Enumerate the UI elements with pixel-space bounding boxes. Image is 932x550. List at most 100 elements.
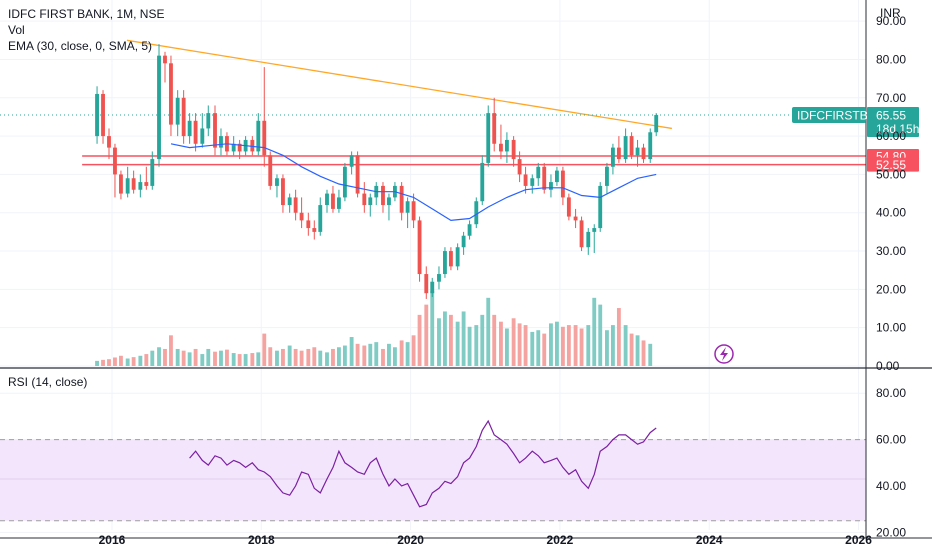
candle-body <box>299 212 304 221</box>
volume-bar <box>213 351 217 366</box>
volume-bar <box>219 350 223 366</box>
volume-bar <box>169 335 173 366</box>
candle-body <box>287 197 292 206</box>
candle-body <box>417 220 422 275</box>
volume-bar <box>387 343 391 366</box>
candle-body <box>138 182 143 190</box>
rsi-tick-label: 60.00 <box>876 433 906 447</box>
volume-bar <box>461 311 466 366</box>
candle-body <box>430 281 435 294</box>
candle-body <box>455 247 460 267</box>
volume-bar <box>337 347 341 366</box>
candle-body <box>536 166 541 179</box>
volume-bar <box>392 347 397 366</box>
volume-bar <box>554 321 559 366</box>
candle-body <box>268 155 273 186</box>
price-tick-label: 60.00 <box>876 129 906 143</box>
volume-bar <box>368 343 373 366</box>
candle-body <box>480 162 485 202</box>
volume-bar <box>437 318 441 366</box>
volume-bar <box>150 350 155 366</box>
candle-body <box>387 197 391 206</box>
volume-bar <box>605 330 609 366</box>
volume-bar <box>474 325 479 366</box>
candle-body <box>641 147 646 160</box>
volume-bar <box>325 352 329 366</box>
trendline <box>126 39 673 130</box>
volume-bar <box>113 357 117 366</box>
candle-body <box>281 178 285 206</box>
volume-bar <box>598 304 603 366</box>
volume-bar <box>312 347 317 366</box>
volume-bar <box>318 350 323 366</box>
candle-body <box>119 174 123 194</box>
price-tick-label: 40.00 <box>876 206 906 220</box>
volume-bar <box>342 345 347 366</box>
time-tick-label: 2020 <box>397 533 424 547</box>
candle-body <box>486 113 491 163</box>
candle-body <box>405 201 410 213</box>
candlestick-series <box>95 44 659 299</box>
volume-bar <box>262 333 267 366</box>
candle-body <box>206 113 211 129</box>
candle-body <box>461 235 466 248</box>
candle-body <box>424 274 429 294</box>
flash-icon[interactable] <box>714 344 734 364</box>
volume-bar <box>157 347 161 366</box>
candle-body <box>492 113 497 144</box>
volume-bar <box>411 335 416 366</box>
y-axis-ticks: 0.00 10.00 20.00 30.00 40.00 50.00 60.00 70.00 8… <box>876 14 906 373</box>
volume-bar <box>610 325 615 366</box>
candle-body <box>312 228 317 232</box>
volume-bar <box>107 359 111 366</box>
candle-body <box>355 155 360 194</box>
price-tick-label: 80.00 <box>876 52 906 66</box>
volume-bar <box>374 342 379 366</box>
candle-body <box>560 170 565 198</box>
volume-bar <box>430 291 435 366</box>
price-tick-label: 20.00 <box>876 282 906 296</box>
volume-bar <box>381 348 385 366</box>
volume-bar <box>579 328 584 366</box>
candle-body <box>517 159 522 175</box>
time-tick-label: 2026 <box>845 533 872 547</box>
volume-bar <box>511 318 516 366</box>
volume-bar <box>399 340 404 366</box>
candle-body <box>231 143 236 152</box>
volume-bar <box>175 348 180 366</box>
volume-bar <box>200 354 205 366</box>
volume-bar <box>629 333 634 366</box>
candle-body <box>437 274 441 282</box>
candle-body <box>169 63 173 125</box>
time-tick-label: 2022 <box>547 533 574 547</box>
candle-body <box>362 193 367 206</box>
price-tick-label: 90.00 <box>876 14 906 28</box>
candle-body <box>262 120 267 156</box>
candle-body <box>579 220 584 248</box>
candle-body <box>318 205 323 232</box>
candle-body <box>566 197 571 217</box>
candle-body <box>467 224 472 236</box>
price-tick-label: 30.00 <box>876 244 906 258</box>
candle-body <box>629 136 634 156</box>
candle-body <box>331 193 335 209</box>
volume-bar <box>225 349 229 366</box>
candle-body <box>549 182 553 190</box>
rsi-tick-label: 20.00 <box>876 525 906 539</box>
volume-bar <box>492 314 497 366</box>
candle-body <box>200 128 205 144</box>
volume-bar <box>299 350 304 366</box>
volume-bar <box>256 352 261 366</box>
ticker-badge <box>792 107 866 124</box>
volume-bar <box>549 323 553 366</box>
candle-body <box>504 139 509 152</box>
volume-bar <box>536 330 541 366</box>
rsi-line <box>189 419 657 508</box>
currency-label: INR <box>880 6 901 20</box>
volume-legend: Vol <box>8 23 25 37</box>
candle-body <box>349 155 354 167</box>
volume-bar <box>623 325 628 366</box>
